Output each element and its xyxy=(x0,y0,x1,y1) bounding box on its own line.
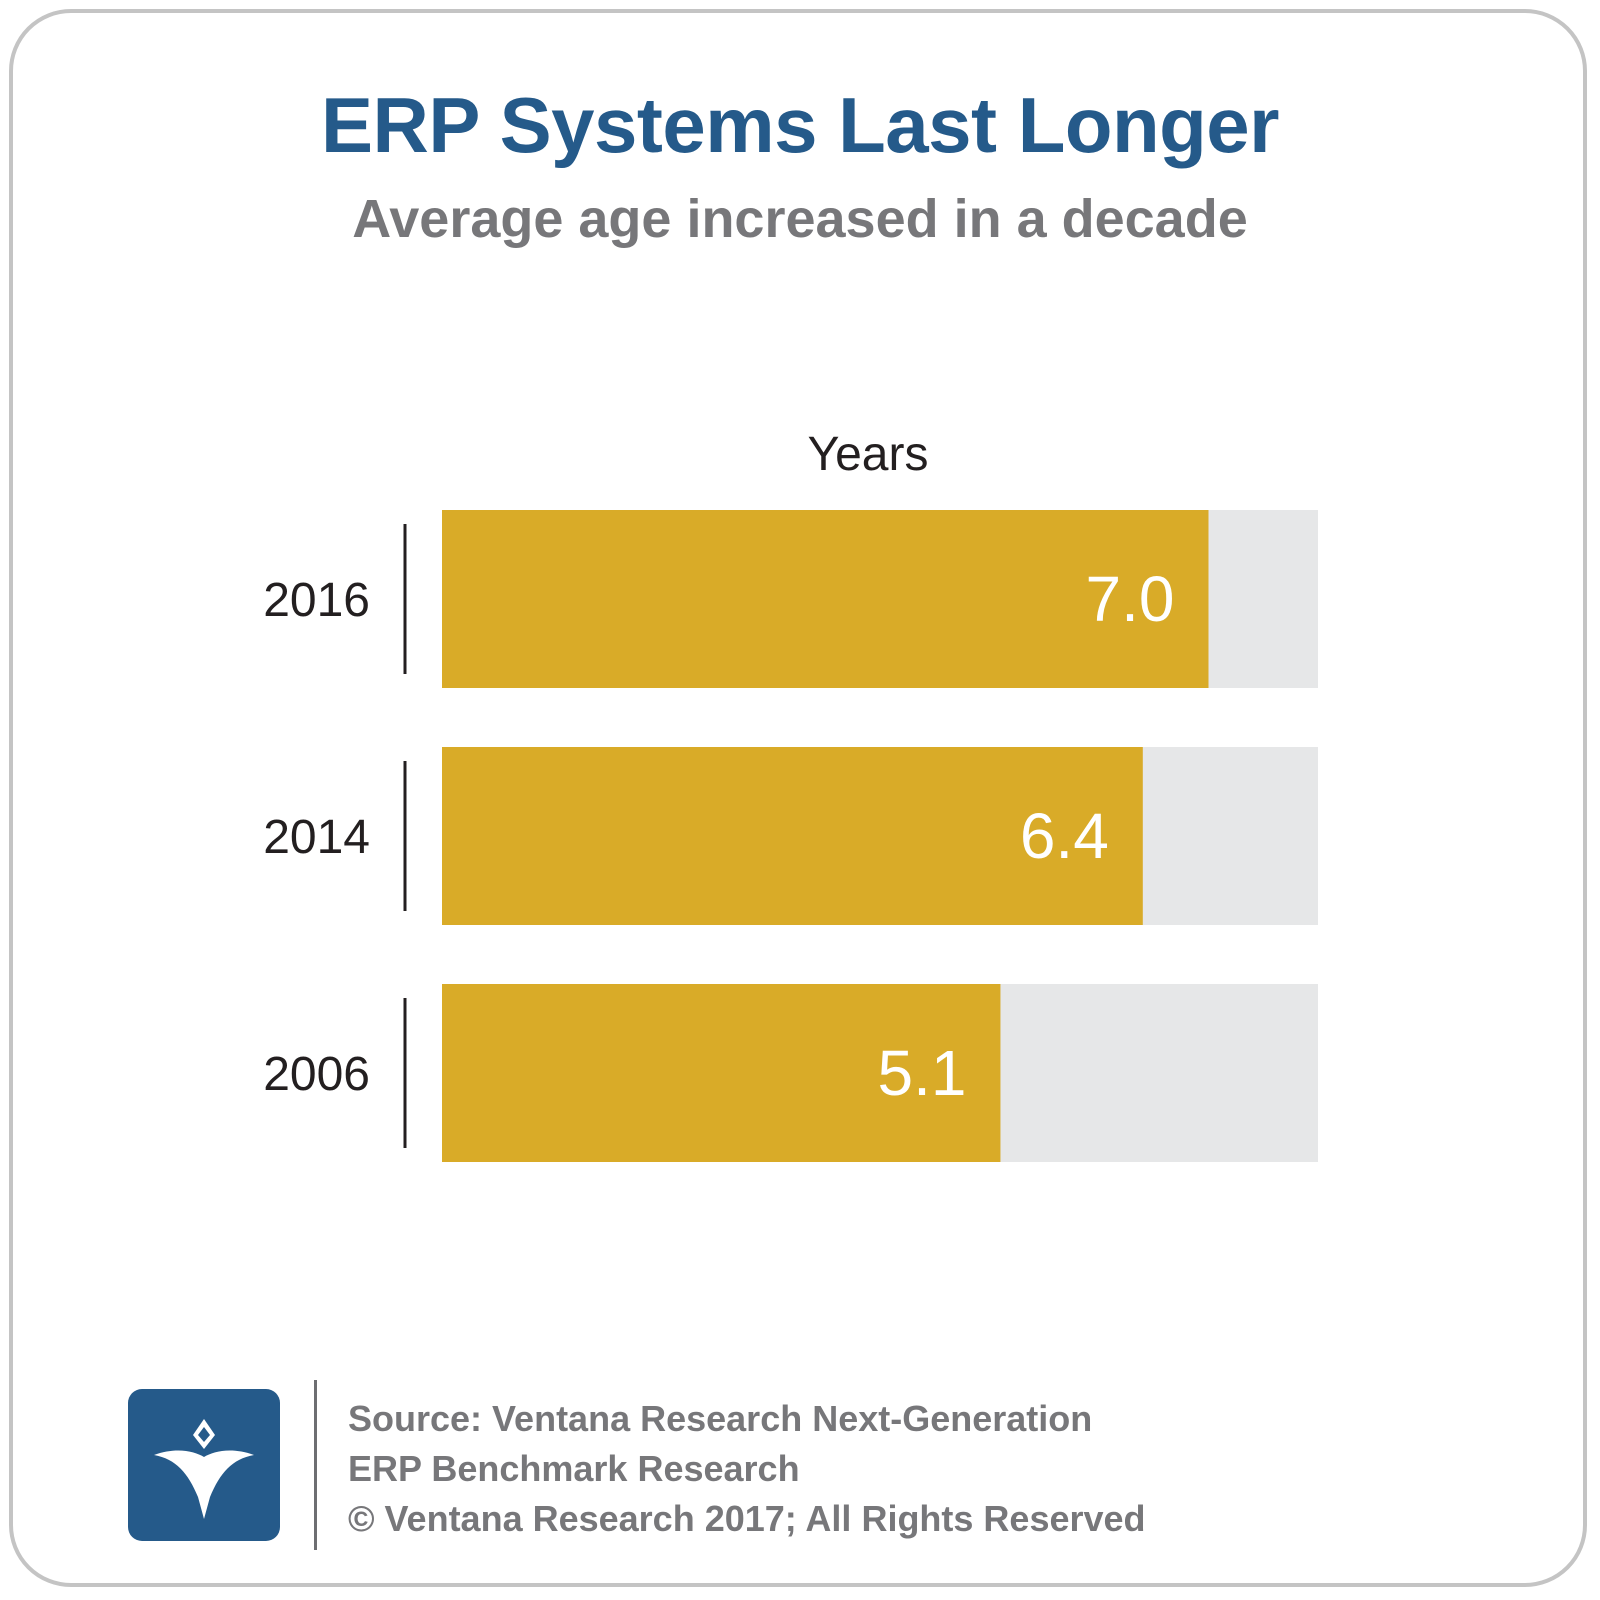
data-label-2006: 5.1 xyxy=(877,1037,966,1109)
ventana-v-logo-icon xyxy=(154,1419,254,1519)
copyright-line: © Ventana Research 2017; All Rights Rese… xyxy=(348,1498,1146,1539)
data-label-2016: 7.0 xyxy=(1086,563,1175,635)
category-label-2006: 2006 xyxy=(263,1048,370,1101)
chart-title: ERP Systems Last Longer xyxy=(320,81,1280,169)
source-line-1: Source: Ventana Research Next-Generation xyxy=(348,1398,1093,1439)
ventana-logo xyxy=(128,1389,280,1541)
x-axis-label: Years xyxy=(808,428,929,481)
source-line-2: ERP Benchmark Research xyxy=(348,1448,800,1489)
footer-divider xyxy=(314,1380,317,1550)
category-label-2016: 2016 xyxy=(263,574,370,627)
chart-subtitle: Average age increased in a decade xyxy=(352,189,1248,249)
bar-2006 xyxy=(442,984,1001,1162)
bar-2014 xyxy=(442,747,1143,925)
data-label-2014: 6.4 xyxy=(1020,800,1109,872)
bar-2016 xyxy=(442,510,1209,688)
category-label-2014: 2014 xyxy=(263,811,370,864)
